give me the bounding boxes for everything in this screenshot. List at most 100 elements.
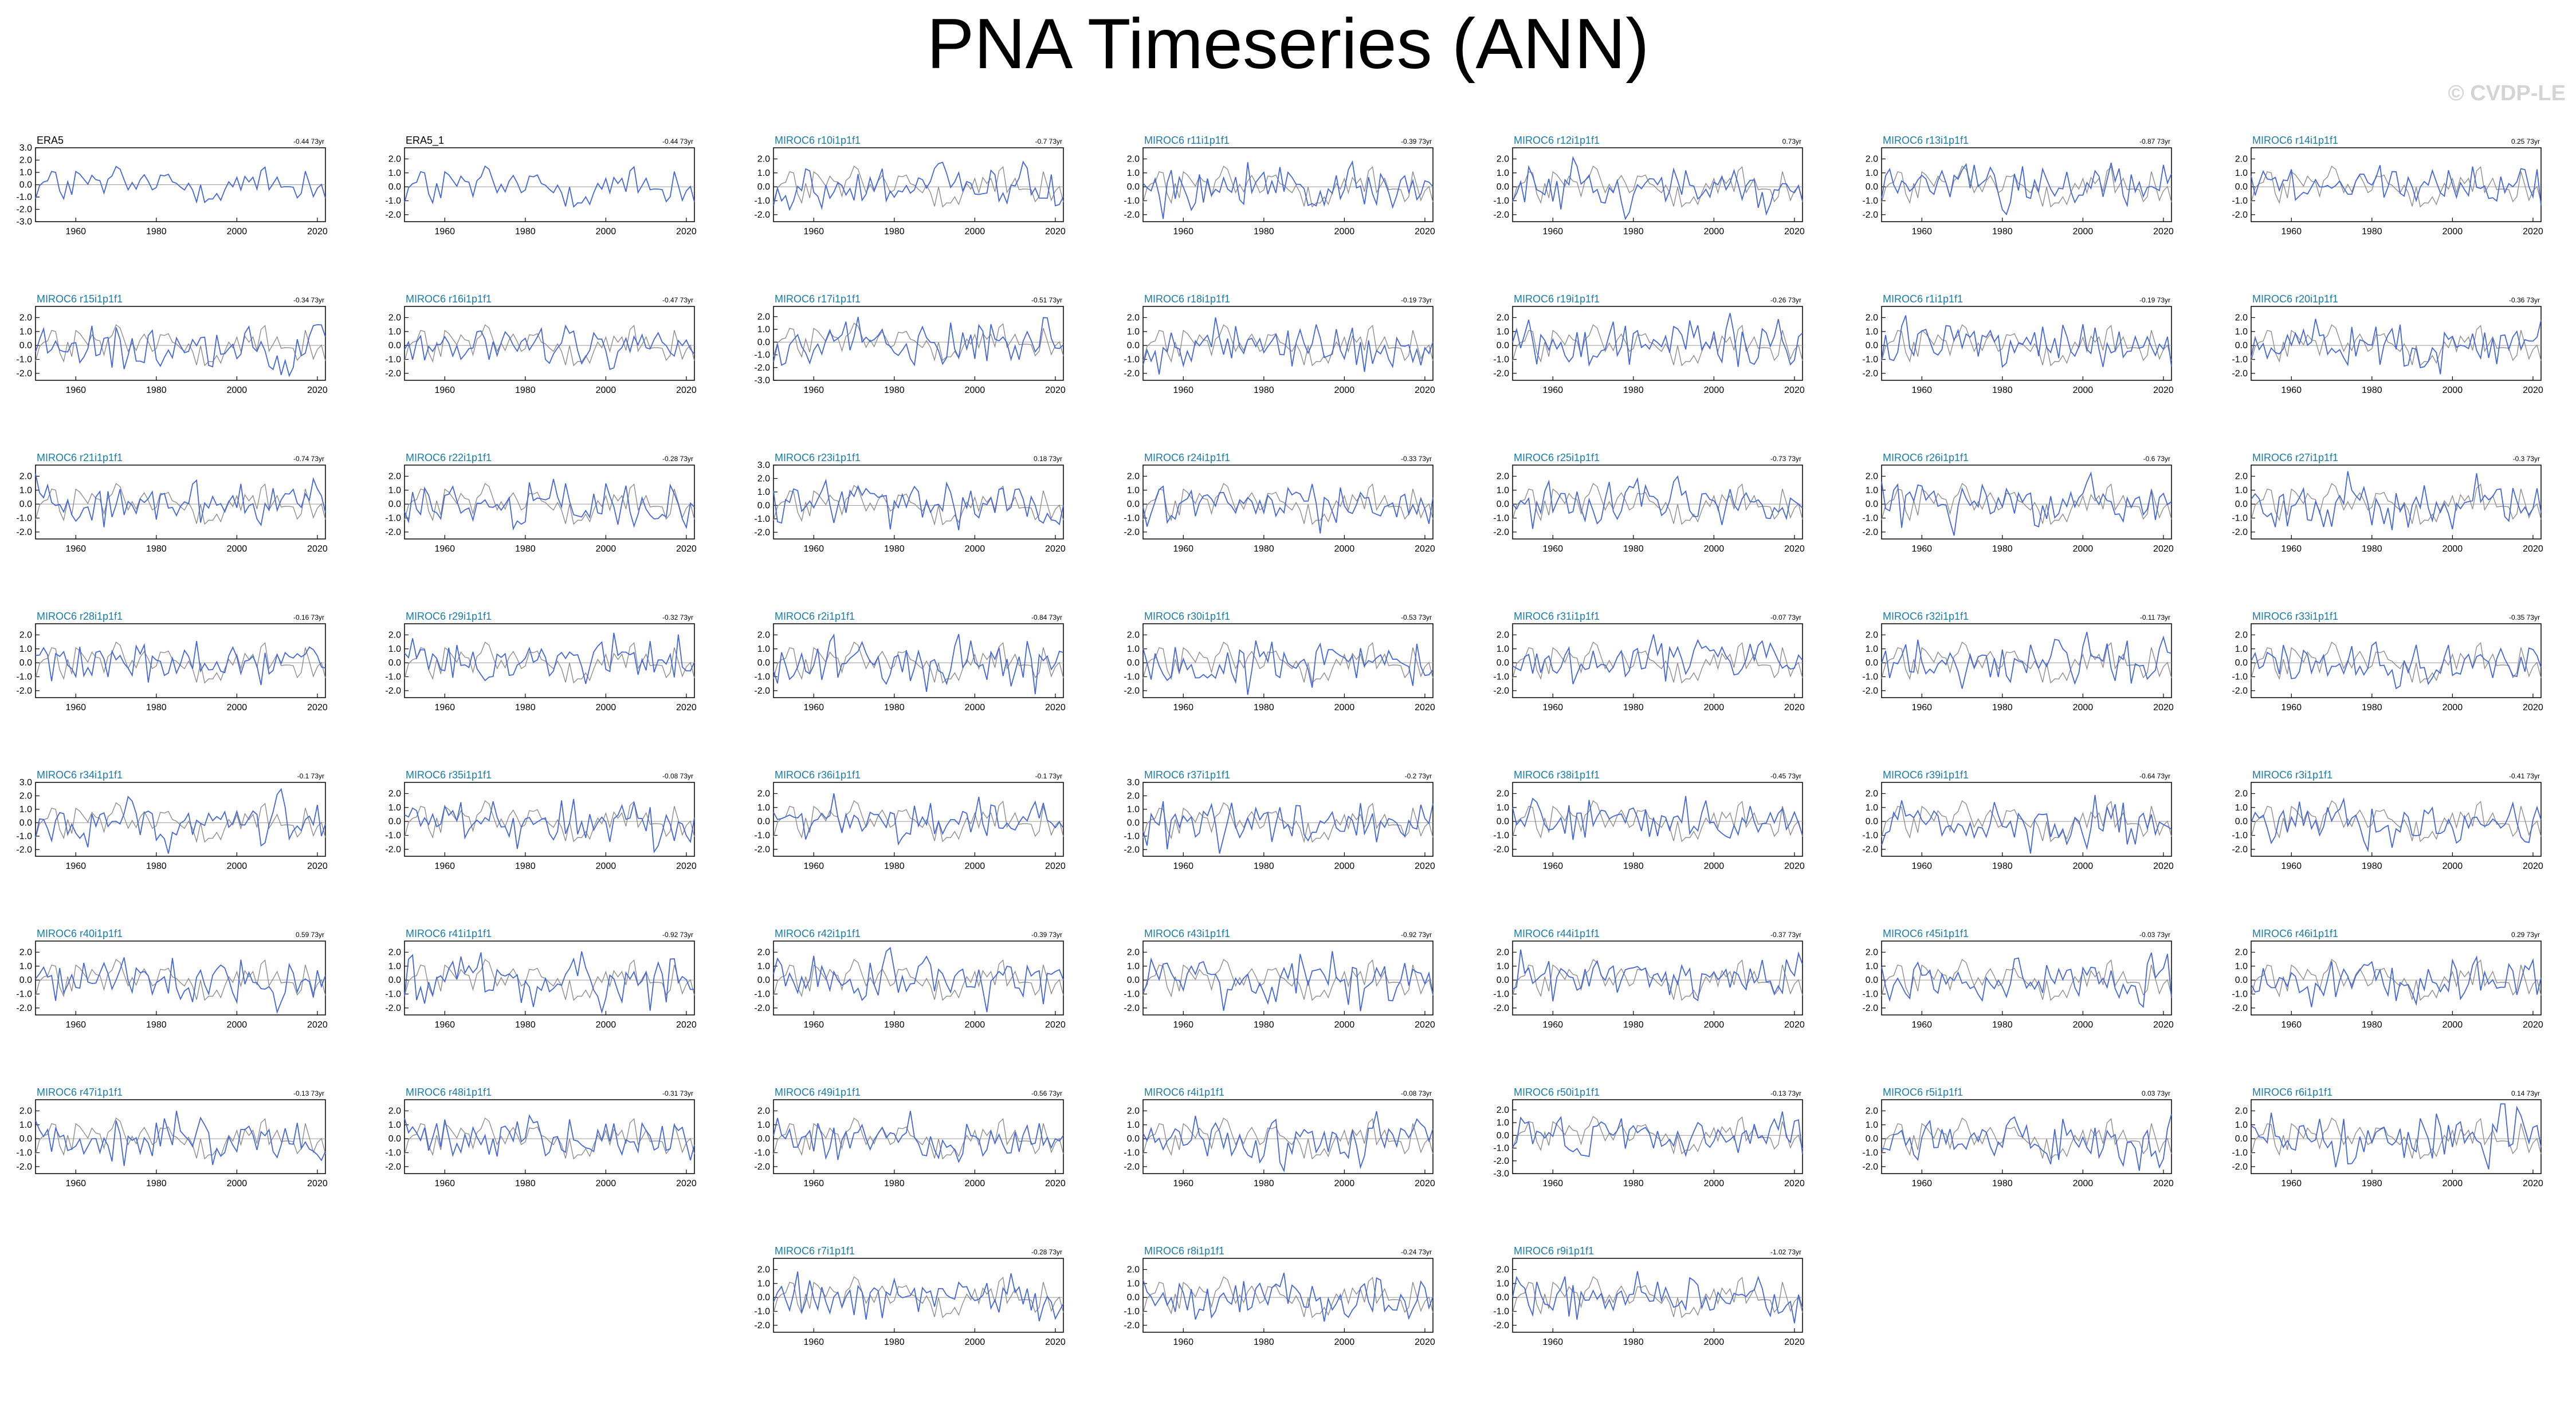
plot-frame [2251, 147, 2542, 222]
x-tick-label: 2000 [2443, 1179, 2463, 1188]
plot-frame [773, 1258, 1064, 1333]
y-tick-label: 0.0 [2235, 975, 2248, 985]
plot-frame [1512, 465, 1803, 540]
panel-trend: -0.28 73yr [662, 455, 693, 463]
series-line-reference [2251, 959, 2542, 1001]
x-tick-label: 1960 [434, 385, 455, 395]
panel-label: MIROC6 r17i1p1f1 [775, 293, 861, 305]
y-tick-label: 0.0 [1866, 975, 1878, 985]
panel-trend: -0.44 73yr [293, 137, 324, 145]
panel-trend: 0.73yr [1782, 137, 1801, 145]
y-tick-label: 1.0 [757, 962, 770, 971]
x-tick-label: 2000 [227, 227, 248, 237]
y-tick-label: 2.0 [2235, 947, 2248, 957]
plot-frame [1512, 940, 1803, 1016]
x-tick-label: 1980 [146, 1179, 167, 1188]
panel-label: MIROC6 r39i1p1f1 [1883, 769, 1969, 781]
x-tick-label: 2000 [965, 1020, 985, 1030]
x-tick-label: 1980 [1992, 385, 2013, 395]
y-tick-label: -2.0 [1124, 1321, 1140, 1331]
panel-label: MIROC6 r37i1p1f1 [1144, 769, 1230, 781]
x-tick-label: 1960 [65, 385, 86, 395]
panel-label: MIROC6 r47i1p1f1 [37, 1087, 123, 1098]
y-tick-label: -2.0 [16, 205, 32, 215]
x-tick-label: 2020 [1045, 1179, 1066, 1188]
y-tick-label: 2.0 [1866, 947, 1878, 957]
x-tick-label: 1960 [1911, 861, 1932, 871]
y-tick-label: 0.0 [1127, 1293, 1140, 1302]
panel-trend: -0.19 73yr [2139, 296, 2170, 304]
plot-frame [404, 940, 695, 1016]
y-tick-label: -2.0 [385, 845, 401, 855]
y-tick-label: 1.0 [1497, 1279, 1509, 1289]
x-tick-label: 2000 [2073, 544, 2094, 554]
y-tick-label: 0.0 [757, 1134, 770, 1144]
timeseries-panel: MIROC6 r28i1p1f1 -0.16 73yr 2.0 1.0 0.0 -1.0 -… [16, 611, 327, 713]
x-tick-label: 2020 [2153, 227, 2174, 237]
y-tick-label: -2.0 [1493, 369, 1509, 379]
x-tick-label: 1980 [2362, 227, 2382, 237]
x-tick-label: 2000 [596, 385, 616, 395]
y-tick-label: -2.0 [16, 528, 32, 537]
series-line-reference [1512, 483, 1803, 525]
x-tick-label: 2000 [596, 1020, 616, 1030]
series-line-model [1881, 794, 2172, 854]
timeseries-panel: MIROC6 r36i1p1f1 -0.1 73yr 2.0 1.0 0.0 -1.0 -2… [754, 769, 1065, 871]
plot-frame [404, 147, 695, 222]
panel-label: MIROC6 r3i1p1f1 [2252, 769, 2332, 781]
plot-frame [2251, 782, 2542, 857]
y-tick-label: -1.0 [754, 196, 770, 206]
series-line-reference [1512, 800, 1803, 843]
y-tick-label: 1.0 [2235, 486, 2248, 495]
x-tick-label: 2000 [1334, 1020, 1355, 1030]
plot-frame [2251, 940, 2542, 1016]
y-tick-label: 0.0 [1497, 341, 1509, 351]
series-line-reference [1881, 959, 2172, 1001]
x-tick-label: 2000 [1704, 1020, 1725, 1030]
timeseries-panel: MIROC6 r12i1p1f1 0.73yr 2.0 1.0 0.0 -1.0 -2.0 1… [1493, 135, 1804, 237]
plot-frame [1142, 147, 1434, 222]
y-tick-label: -1.0 [1493, 672, 1509, 682]
y-tick-label: 0.0 [1497, 499, 1509, 509]
x-tick-label: 2020 [1784, 385, 1805, 395]
panel-trend: -0.47 73yr [662, 296, 693, 304]
series-line-reference [2251, 800, 2542, 843]
timeseries-panel: MIROC6 r26i1p1f1 -0.6 73yr 2.0 1.0 0.0 -1.0 -2… [1862, 452, 2173, 554]
panel-trend: -0.44 73yr [662, 137, 693, 145]
x-tick-label: 1960 [2281, 227, 2302, 237]
x-tick-label: 1980 [146, 544, 167, 554]
y-tick-label: -1.0 [2232, 989, 2248, 999]
series-line-model [773, 947, 1064, 1013]
series-line-model [1512, 796, 1803, 840]
series-line-model [1142, 951, 1434, 1012]
series-line-model [2251, 471, 2542, 530]
plot-frame [1142, 1258, 1434, 1333]
x-tick-label: 2020 [1784, 1179, 1805, 1188]
y-tick-label: 0.0 [2235, 817, 2248, 826]
panel-label: MIROC6 r31i1p1f1 [1514, 611, 1600, 622]
y-tick-label: -1.0 [1493, 989, 1509, 999]
y-tick-label: 2.0 [1127, 1265, 1140, 1274]
x-tick-label: 2020 [676, 227, 697, 237]
x-tick-label: 1980 [1623, 1179, 1644, 1188]
series-line-model [1512, 313, 1803, 367]
x-tick-label: 2020 [1045, 385, 1066, 395]
y-tick-label: 0.0 [1866, 658, 1878, 668]
y-tick-label: 1.0 [1127, 1120, 1140, 1130]
series-line-reference [1512, 1116, 1803, 1155]
y-tick-label: -1.0 [385, 989, 401, 999]
x-tick-label: 1960 [1542, 861, 1563, 871]
x-tick-label: 1980 [1623, 385, 1644, 395]
timeseries-panel: MIROC6 r18i1p1f1 -0.19 73yr 2.0 1.0 0.0 -1.0 -… [1124, 293, 1435, 395]
chart-title: PNA Timeseries (ANN) [926, 5, 1650, 84]
y-tick-label: 1.0 [19, 644, 32, 654]
y-tick-label: 1.0 [1866, 962, 1878, 971]
y-tick-label: 0.0 [388, 817, 401, 826]
x-tick-label: 2000 [227, 544, 248, 554]
panel-label: MIROC6 r41i1p1f1 [406, 928, 492, 939]
panel-trend: -0.56 73yr [1031, 1089, 1062, 1097]
panel-trend: -0.08 73yr [662, 772, 693, 780]
x-tick-label: 1980 [1623, 1337, 1644, 1347]
panel-label: MIROC6 r16i1p1f1 [406, 293, 492, 305]
